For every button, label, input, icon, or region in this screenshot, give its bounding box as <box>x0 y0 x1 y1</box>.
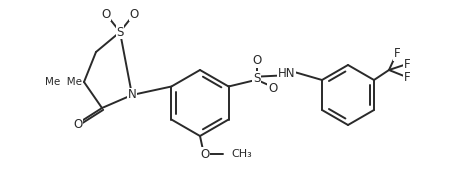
Text: F: F <box>403 58 410 71</box>
Text: S: S <box>253 72 260 85</box>
Text: F: F <box>403 71 410 84</box>
Text: O: O <box>201 147 210 161</box>
Text: N: N <box>128 89 136 102</box>
Text: HN: HN <box>278 67 295 80</box>
Text: Me  Me: Me Me <box>45 77 82 87</box>
Text: O: O <box>252 54 261 67</box>
Text: O: O <box>129 8 139 20</box>
Text: O: O <box>101 8 111 20</box>
Text: CH₃: CH₃ <box>231 149 252 159</box>
Text: S: S <box>116 26 124 39</box>
Text: F: F <box>394 48 400 61</box>
Text: O: O <box>268 82 277 95</box>
Text: O: O <box>73 118 82 131</box>
